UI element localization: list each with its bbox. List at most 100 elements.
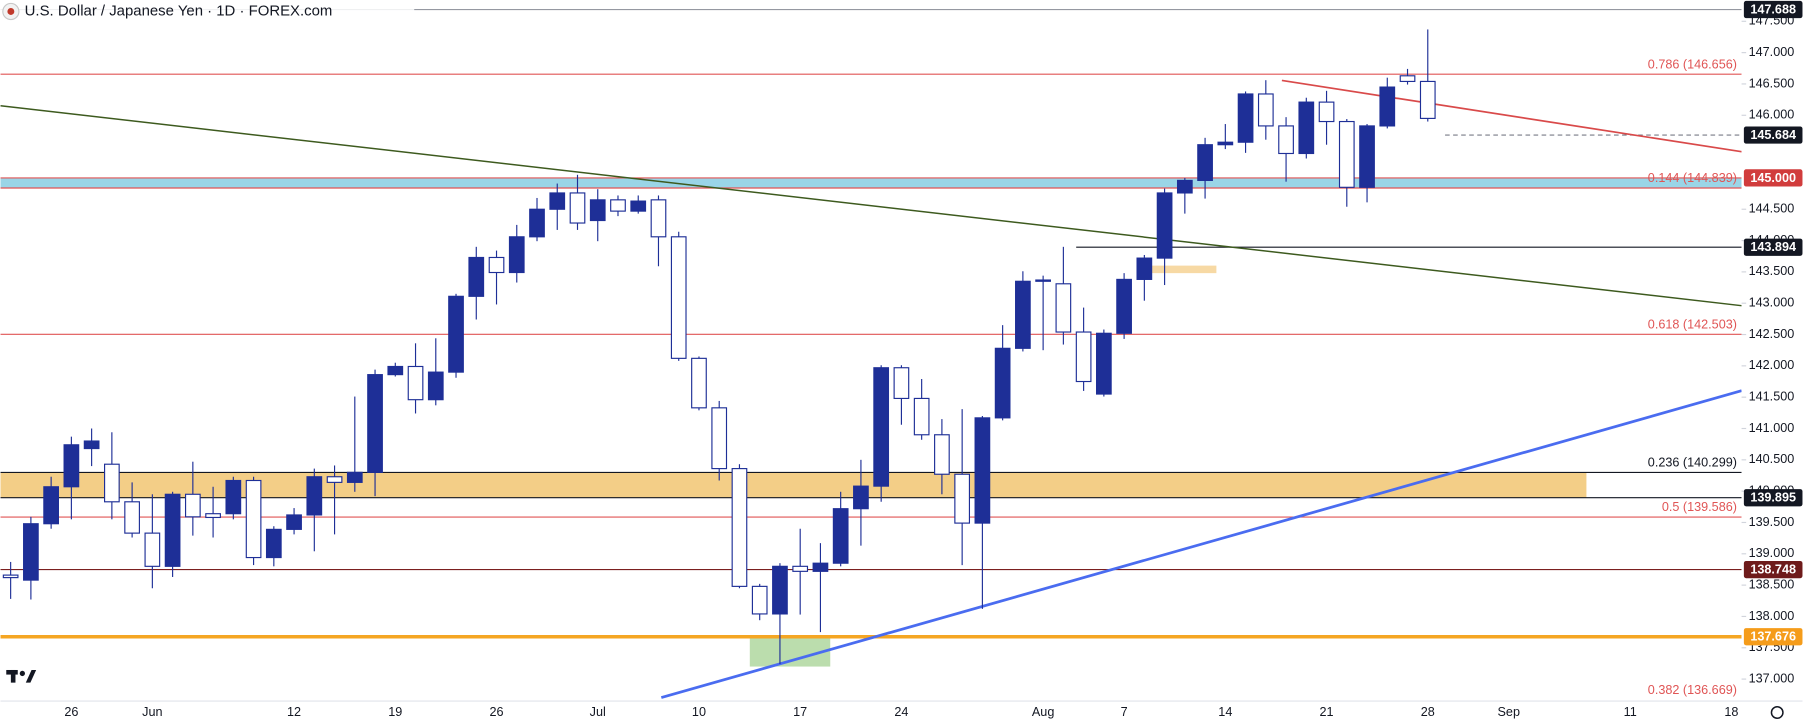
candle-body (43, 486, 59, 525)
y-tick-label: 142.000 (1749, 358, 1795, 372)
y-tick-label: 144.500 (1749, 202, 1795, 216)
candle-body (265, 528, 282, 559)
settings-icon[interactable] (1770, 706, 1784, 720)
zone (0, 472, 1587, 498)
candle-body (144, 532, 161, 567)
candle-body (488, 256, 505, 274)
levels: 0.786 (146.656) 0.144 (144.839) 0.618 (142… (0, 8, 1742, 697)
trend-line (0, 104, 1742, 307)
level-label: 0.382 (136.669) (1648, 683, 1737, 697)
candle-body (1095, 332, 1112, 395)
x-tick-label: 17 (793, 705, 807, 719)
trend-line (660, 389, 1742, 699)
logo-part (25, 669, 37, 683)
price-marker-label: 139.895 (1750, 491, 1796, 505)
candle-body (873, 367, 890, 487)
price-marker (1743, 169, 1803, 187)
price-marker-label: 138.748 (1750, 563, 1796, 577)
candle-body (711, 407, 728, 470)
price-axis: 137.000137.500138.000138.500139.000139.5… (1741, 0, 1803, 724)
candle-body (367, 374, 383, 473)
candle-body (994, 347, 1011, 419)
candle-body (812, 562, 829, 572)
symbol-header: U.S. Dollar / Japanese Yen · 1D · FOREX.… (0, 0, 415, 23)
candle-body (306, 476, 323, 516)
candle-body (225, 479, 242, 515)
candle-body (650, 199, 667, 238)
candle-body (205, 513, 221, 519)
candle-body (164, 493, 181, 567)
candle-body (751, 585, 768, 615)
candle-body (1237, 93, 1254, 143)
y-tick-label: 143.500 (1749, 264, 1795, 278)
price-marker (1743, 126, 1803, 144)
price-marker-label: 145.684 (1750, 128, 1796, 142)
candle-body (286, 514, 302, 530)
axis-bg (1741, 0, 1803, 724)
tv-logo (6, 669, 37, 683)
level-label: 0.786 (146.656) (1648, 57, 1737, 71)
candle-body (1136, 257, 1153, 280)
y-tick-label: 141.000 (1749, 421, 1795, 435)
candle-body (731, 468, 748, 587)
candle-body (23, 523, 39, 581)
candle-body (691, 357, 707, 409)
price-marker-label: 145.000 (1750, 171, 1796, 185)
y-tick-label: 137.000 (1749, 671, 1795, 685)
candle-body (1399, 75, 1416, 83)
candle-body (1075, 331, 1092, 383)
candle-body (792, 565, 809, 572)
candle-body (245, 479, 262, 559)
candle-body (853, 485, 869, 510)
candle-body (913, 397, 930, 436)
trend-line (1281, 79, 1742, 153)
x-tick-label: 12 (287, 705, 301, 719)
candle-body (934, 434, 950, 475)
price-marker (1743, 489, 1803, 507)
time-axis: 26 Jun 12 19 26 Jul 10 17 24 Aug 7 14 21 28 Sep 11 18 (0, 700, 1803, 719)
candle-body (104, 463, 120, 503)
candle-body (1298, 101, 1315, 155)
y-tick-label: 142.500 (1749, 327, 1795, 341)
logo-part (19, 670, 26, 677)
candle-body (670, 236, 687, 359)
candle-body (326, 476, 343, 483)
candle-body (83, 440, 100, 450)
y-tick-label: 141.500 (1749, 390, 1795, 404)
y-tick-label: 140.500 (1749, 452, 1795, 466)
x-tick-label: Jun (142, 705, 162, 719)
price-marker (1743, 0, 1803, 19)
level-label: 0.144 (144.839) (1648, 171, 1737, 185)
x-tick-label: 24 (894, 705, 908, 719)
x-tick-label: 28 (1421, 705, 1435, 719)
candle-body (630, 200, 647, 212)
x-tick-label: Aug (1032, 705, 1054, 719)
candles (2, 29, 1436, 665)
x-tick-label: 21 (1320, 705, 1334, 719)
x-tick-label: 10 (692, 705, 706, 719)
candle-body (549, 192, 566, 210)
candle-body (1338, 120, 1355, 188)
candle-body (1379, 86, 1396, 127)
candle-body (1015, 280, 1031, 349)
candle-body (468, 256, 485, 297)
candle-body (610, 199, 626, 212)
candle-body (1318, 101, 1335, 123)
price-markers: 147.688 145.684 145.000 143.894 139.895 138.7… (1743, 0, 1803, 646)
candle-body (1197, 144, 1213, 181)
level-label: 0.618 (142.503) (1648, 317, 1737, 331)
candle-body (893, 367, 910, 400)
candle-body (954, 473, 971, 524)
candle-body (1419, 80, 1436, 119)
level-label: 0.5 (139.586) (1662, 500, 1737, 514)
zone (0, 177, 1742, 189)
y-tick-label: 139.000 (1749, 546, 1795, 560)
level-label: 0.236 (140.299) (1648, 456, 1737, 470)
candle-body (184, 493, 201, 518)
x-tick-label: 14 (1218, 705, 1232, 719)
candle-body (346, 471, 363, 483)
price-marker (1743, 560, 1803, 579)
header-bg (0, 0, 415, 23)
candle-body (1217, 141, 1234, 146)
